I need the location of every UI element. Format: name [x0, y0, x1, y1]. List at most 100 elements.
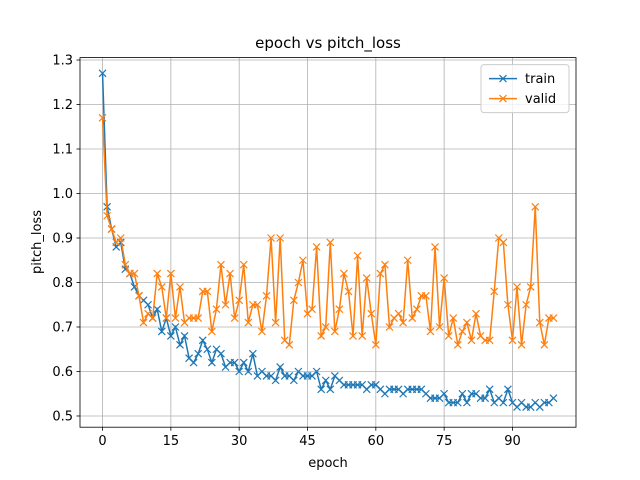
point-marker: [235, 367, 244, 376]
y-tick-label: 1.0: [52, 187, 73, 202]
y-tick-label: 0.7: [52, 320, 73, 335]
point-marker: [285, 340, 294, 349]
point-marker: [258, 327, 266, 336]
point-marker: [485, 385, 494, 394]
point-marker: [312, 242, 321, 251]
point-marker: [207, 327, 216, 336]
point-marker: [458, 327, 467, 336]
point-marker: [549, 314, 558, 323]
point-marker: [239, 260, 248, 269]
x-tick-label: 90: [504, 434, 521, 449]
point-marker: [166, 331, 175, 340]
point-marker: [367, 309, 376, 318]
point-marker: [326, 385, 335, 394]
point-marker: [217, 260, 225, 269]
point-marker: [449, 314, 458, 323]
point-marker: [103, 211, 112, 220]
point-marker: [171, 323, 180, 331]
y-tick-label: 0.9: [52, 231, 73, 246]
point-marker: [107, 225, 116, 234]
point-marker: [271, 318, 280, 327]
point-marker: [440, 274, 449, 282]
plot-frame: [79, 57, 577, 428]
point-marker: [98, 69, 107, 78]
point-marker: [153, 269, 162, 278]
chart-title: epoch vs pitch_loss: [255, 34, 401, 53]
point-marker: [244, 318, 253, 327]
point-marker: [176, 340, 184, 349]
point-marker: [517, 340, 526, 349]
point-marker: [503, 385, 512, 394]
point-marker: [453, 340, 462, 349]
point-marker: [148, 314, 157, 323]
point-marker: [239, 358, 248, 367]
point-marker: [203, 287, 212, 296]
x-tick-label: 60: [368, 434, 385, 449]
point-marker: [244, 367, 253, 376]
point-marker: [162, 314, 171, 323]
legend-box: [480, 64, 570, 114]
point-marker: [526, 283, 535, 291]
y-tick-label: 0.5: [52, 409, 73, 424]
point-marker: [326, 238, 335, 247]
point-marker: [412, 305, 421, 314]
point-marker: [153, 305, 162, 314]
point-marker: [485, 336, 494, 345]
point-marker: [144, 300, 153, 309]
point-marker: [198, 336, 207, 345]
point-marker: [308, 305, 316, 314]
point-marker: [267, 234, 275, 242]
point-marker: [540, 340, 549, 349]
point-marker: [98, 113, 107, 122]
y-tick-label: 0.8: [52, 276, 73, 291]
point-marker: [221, 300, 230, 309]
point-marker: [408, 314, 417, 323]
point-marker: [262, 291, 271, 300]
point-marker: [226, 269, 234, 278]
point-marker: [235, 296, 244, 305]
point-marker: [253, 300, 262, 309]
point-marker: [371, 340, 380, 349]
point-marker: [271, 376, 280, 385]
point-marker: [340, 269, 348, 278]
point-marker: [317, 385, 326, 394]
x-tick-label: 30: [231, 434, 248, 449]
point-marker: [362, 274, 371, 282]
x-tick-label: 45: [299, 434, 316, 449]
point-marker: [349, 331, 357, 340]
point-marker: [194, 349, 203, 358]
point-marker: [440, 389, 449, 398]
point-marker: [299, 256, 307, 265]
point-marker: [317, 331, 326, 340]
legend-marker: [499, 74, 507, 83]
point-marker: [531, 202, 540, 211]
point-marker: [462, 318, 471, 327]
point-marker: [157, 283, 166, 291]
point-marker: [203, 345, 212, 354]
point-marker: [166, 269, 175, 278]
point-marker: [180, 331, 189, 340]
point-marker: [499, 238, 508, 247]
point-marker: [467, 336, 476, 345]
point-marker: [289, 296, 298, 305]
y-tick-label: 1.3: [52, 54, 73, 69]
point-marker: [513, 283, 521, 291]
point-marker: [435, 323, 444, 331]
point-marker: [385, 323, 394, 331]
y-axis-label: pitch_loss: [30, 210, 45, 274]
point-marker: [381, 260, 389, 269]
point-marker: [217, 349, 225, 358]
point-marker: [135, 291, 143, 300]
legend-label: train: [525, 72, 555, 87]
point-marker: [321, 376, 330, 385]
point-marker: [176, 283, 184, 291]
point-marker: [458, 389, 467, 398]
point-marker: [503, 300, 512, 309]
point-marker: [431, 242, 439, 251]
point-marker: [139, 318, 148, 327]
point-marker: [289, 376, 298, 385]
series-line: [101, 117, 554, 347]
point-marker: [230, 358, 239, 367]
point-marker: [462, 398, 471, 407]
point-marker: [157, 327, 166, 336]
